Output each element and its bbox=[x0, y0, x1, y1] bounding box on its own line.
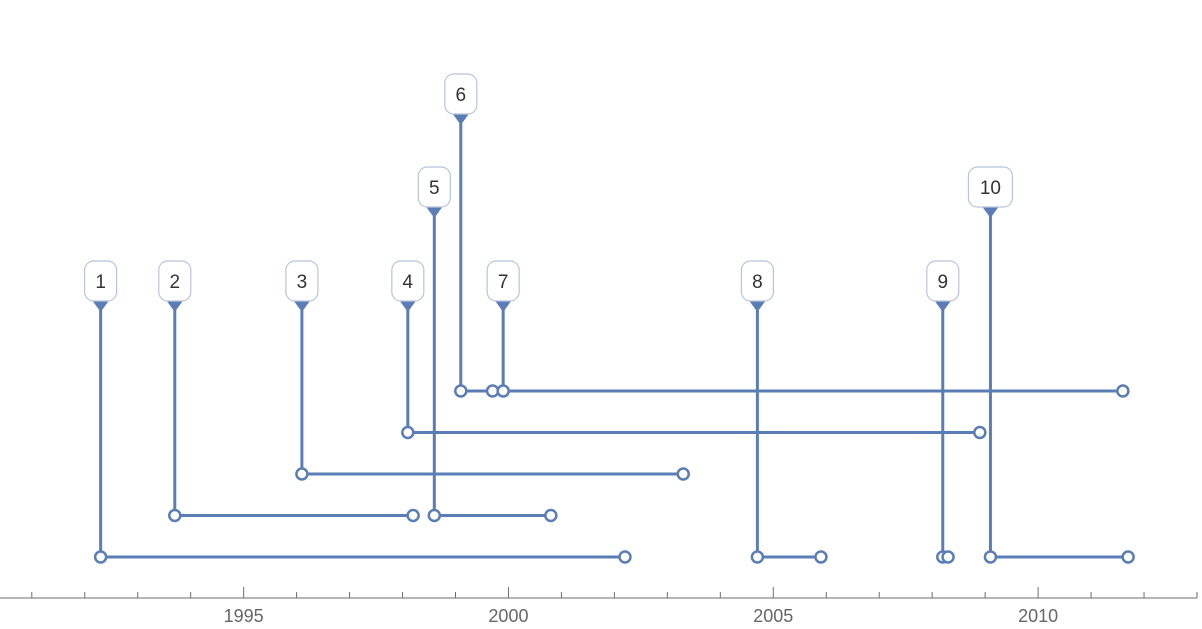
event-label-box bbox=[926, 260, 960, 302]
event-label: 3 bbox=[297, 272, 308, 293]
event-end-marker bbox=[544, 508, 558, 523]
event-label-box bbox=[391, 260, 425, 302]
event-label: 9 bbox=[937, 272, 948, 293]
event-pointer bbox=[399, 301, 416, 312]
event-label: 6 bbox=[456, 85, 467, 106]
event-label: 7 bbox=[498, 272, 509, 293]
event-label: 1 bbox=[95, 272, 106, 293]
time-axis: 1995 2000 2005 2010 bbox=[0, 587, 1198, 626]
event-start-marker bbox=[496, 384, 510, 398]
x-tick-label: 2005 bbox=[753, 606, 793, 626]
event-end-marker bbox=[973, 425, 987, 440]
event-pointer bbox=[934, 301, 951, 312]
event-pointer bbox=[426, 207, 443, 218]
event-start-marker bbox=[750, 550, 765, 564]
event-pointer bbox=[982, 207, 999, 218]
event-label: 10 bbox=[980, 178, 1001, 199]
event-start-marker bbox=[401, 425, 415, 440]
event-label-box bbox=[486, 260, 520, 302]
event-start-marker bbox=[168, 508, 182, 523]
event-label: 2 bbox=[169, 272, 180, 293]
event-end-marker bbox=[618, 550, 632, 564]
event-start-marker bbox=[295, 467, 309, 481]
event-label-box bbox=[740, 260, 774, 302]
events-layer bbox=[93, 123, 1135, 564]
event-end-marker bbox=[406, 508, 420, 523]
event-pointer bbox=[92, 301, 109, 312]
event-label-box bbox=[285, 260, 319, 302]
event-label-box bbox=[84, 260, 118, 302]
event-pointer bbox=[293, 301, 310, 312]
event-label-box bbox=[417, 166, 451, 208]
event-start-marker bbox=[454, 384, 468, 398]
event-end-marker bbox=[941, 550, 955, 564]
x-tick-label: 1995 bbox=[224, 606, 264, 626]
event-end-marker bbox=[814, 550, 828, 564]
event-end-marker bbox=[1121, 550, 1135, 564]
event-label-box bbox=[967, 166, 1014, 208]
event-label: 8 bbox=[752, 272, 763, 293]
x-tick-label: 2010 bbox=[1018, 606, 1058, 626]
event-pointer bbox=[495, 301, 512, 312]
event-start-marker bbox=[427, 508, 442, 523]
event-pointer bbox=[452, 114, 469, 125]
x-tick-label: 2000 bbox=[488, 606, 528, 626]
event-pointer bbox=[749, 301, 766, 312]
event-label-box bbox=[444, 73, 478, 115]
event-pointer bbox=[166, 301, 183, 312]
event-start-marker bbox=[93, 550, 108, 564]
event-label: 5 bbox=[429, 178, 440, 199]
event-labels-layer: 1 2 3 4 5 6 7 8 9 10 bbox=[84, 73, 1014, 312]
event-start-marker bbox=[983, 550, 998, 564]
event-end-marker bbox=[1116, 384, 1130, 398]
event-end-marker bbox=[676, 467, 690, 481]
event-label: 4 bbox=[403, 272, 414, 293]
event-label-box bbox=[158, 260, 192, 302]
